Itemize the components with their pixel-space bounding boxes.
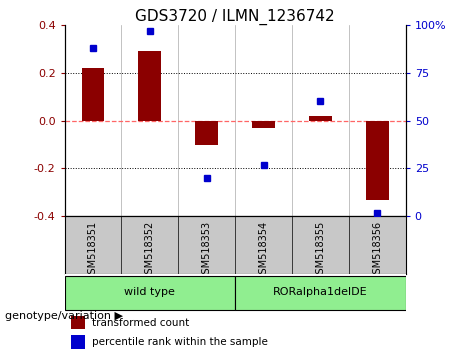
- Bar: [235, 276, 406, 310]
- Text: wild type: wild type: [124, 287, 175, 297]
- Text: GSM518351: GSM518351: [88, 221, 98, 280]
- Bar: [71, 316, 85, 329]
- Text: transformed count: transformed count: [92, 318, 189, 328]
- Text: RORalpha1delDE: RORalpha1delDE: [273, 287, 368, 297]
- Bar: [82, 68, 104, 121]
- Bar: [309, 116, 332, 121]
- Text: GSM518356: GSM518356: [372, 221, 382, 280]
- Text: percentile rank within the sample: percentile rank within the sample: [92, 337, 268, 347]
- Text: GSM518353: GSM518353: [201, 221, 212, 280]
- Bar: [71, 335, 85, 349]
- Bar: [195, 121, 218, 144]
- Text: GSM518355: GSM518355: [315, 221, 325, 280]
- Text: genotype/variation ▶: genotype/variation ▶: [5, 311, 123, 321]
- Bar: [65, 276, 235, 310]
- Bar: [252, 121, 275, 128]
- Text: GSM518354: GSM518354: [259, 221, 269, 280]
- Bar: [366, 121, 389, 200]
- Bar: [138, 51, 161, 121]
- Title: GDS3720 / ILMN_1236742: GDS3720 / ILMN_1236742: [135, 8, 335, 25]
- Text: GSM518352: GSM518352: [145, 221, 155, 280]
